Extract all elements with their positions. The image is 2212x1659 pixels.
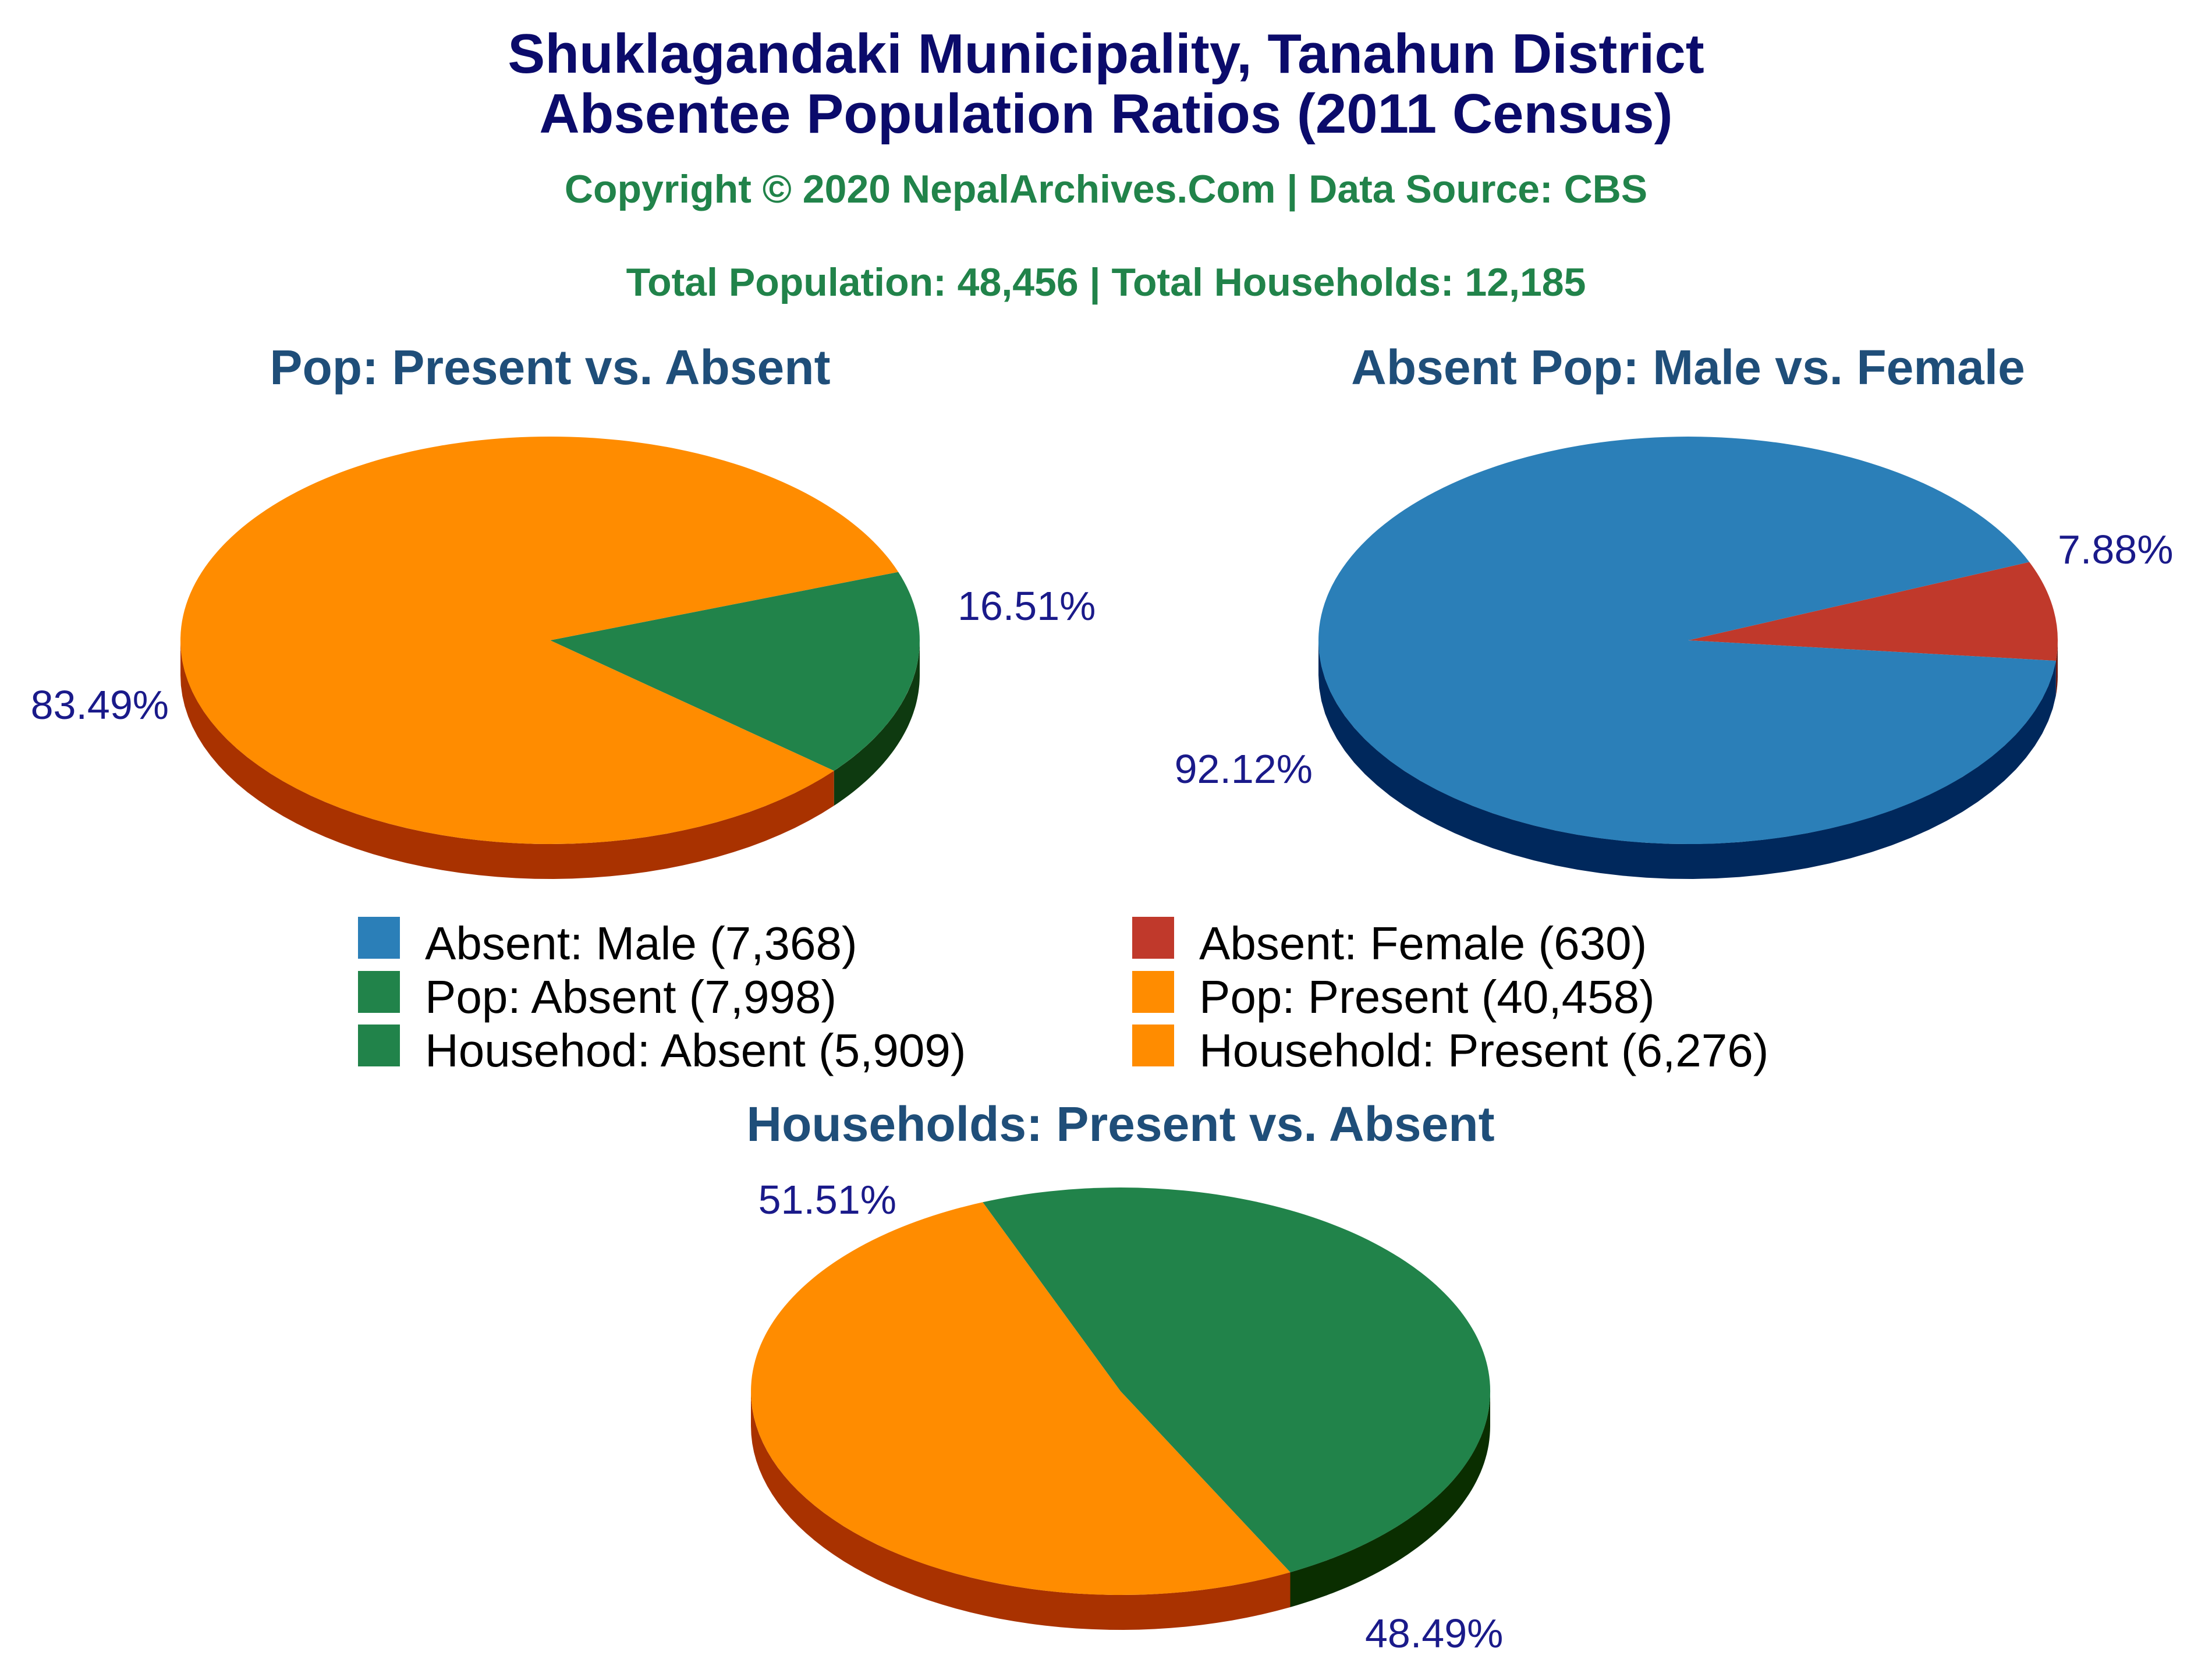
copyright-text: Copyright © 2020 NepalArchives.Com | Dat… xyxy=(565,167,1647,212)
legend-swatch xyxy=(358,917,400,959)
pie-slice-label: 48.49% xyxy=(1365,1611,1503,1656)
pie-pop-present-vs-absent: 16.51% 83.49% xyxy=(31,436,1096,879)
legend-swatch xyxy=(1132,1025,1174,1066)
pie-slice-side xyxy=(2055,640,2058,696)
legend: Absent: Male (7,368) Absent: Female (630… xyxy=(358,917,1768,1076)
pie-slice xyxy=(1318,437,2056,845)
legend-swatch xyxy=(1132,917,1174,959)
pie3-title: Households: Present vs. Absent xyxy=(746,1097,1494,1151)
pie-slice-side xyxy=(1318,640,2056,879)
pie-slice xyxy=(550,572,920,771)
legend-item-pop-absent: Pop: Absent (7,998) xyxy=(425,971,836,1023)
pie-slice xyxy=(180,436,899,844)
totals-text: Total Population: 48,456 | Total Househo… xyxy=(626,260,1586,305)
pie-absent-male-vs-female: 7.88% 92.12% xyxy=(1175,437,2173,879)
legend-item-household-present: Household: Present (6,276) xyxy=(1199,1025,1768,1076)
pie2-title: Absent Pop: Male vs. Female xyxy=(1351,340,2025,395)
pie-slice-label: 83.49% xyxy=(31,682,169,728)
legend-swatch xyxy=(358,971,400,1013)
pie-households-present-vs-absent: 48.49% 51.51% xyxy=(751,1177,1503,1656)
legend-swatch xyxy=(1132,971,1174,1013)
pie-slice-label: 7.88% xyxy=(2058,527,2173,572)
pie-slice-side xyxy=(834,640,920,806)
pie-slice-label: 51.51% xyxy=(758,1177,896,1222)
chart-title-line1: Shuklagandaki Municipality, Tanahun Dist… xyxy=(508,23,1704,85)
legend-item-absent-female: Absent: Female (630) xyxy=(1199,917,1647,969)
pie-slice xyxy=(983,1187,1491,1572)
pie-slice-side xyxy=(1290,1391,1490,1607)
pie1-title: Pop: Present vs. Absent xyxy=(270,340,830,395)
pie-slice-label: 16.51% xyxy=(958,583,1096,629)
legend-item-pop-present: Pop: Present (40,458) xyxy=(1199,971,1655,1023)
chart-title-line2: Absentee Population Ratios (2011 Census) xyxy=(539,83,1672,145)
pie-slice-side xyxy=(180,640,834,879)
pie-slice xyxy=(751,1202,1291,1596)
pie-slice-label: 92.12% xyxy=(1175,746,1313,792)
pie-slice xyxy=(1688,562,2058,661)
pie-slice-side xyxy=(751,1391,1291,1630)
legend-swatch xyxy=(358,1025,400,1066)
legend-item-absent-male: Absent: Male (7,368) xyxy=(425,917,857,969)
legend-item-household-absent: Househod: Absent (5,909) xyxy=(425,1025,966,1076)
